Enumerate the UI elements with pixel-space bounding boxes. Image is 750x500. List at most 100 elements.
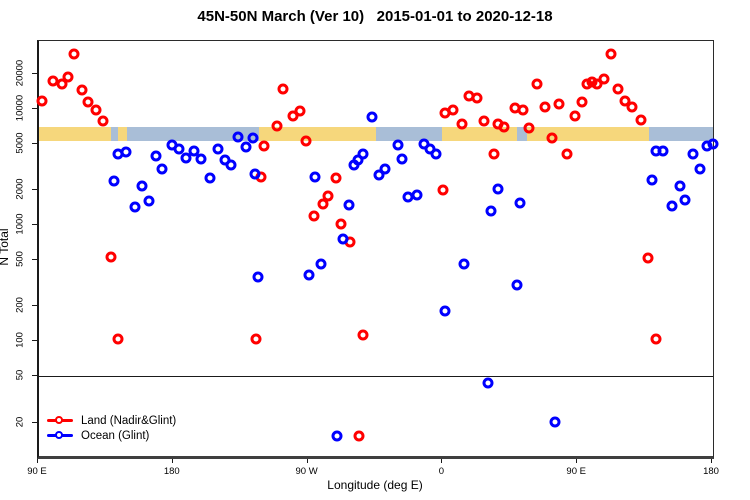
y-tick-label: 200 bbox=[14, 297, 26, 314]
land-data-point bbox=[642, 252, 654, 264]
ocean-data-point bbox=[694, 163, 706, 175]
land-data-point bbox=[605, 48, 617, 60]
land-data-point bbox=[612, 83, 624, 95]
y-tick-label: 1000 bbox=[14, 213, 26, 235]
ocean-data-point bbox=[430, 148, 442, 160]
ocean-data-point bbox=[511, 279, 523, 291]
land-data-point bbox=[357, 329, 369, 341]
y-tick-mark bbox=[32, 259, 37, 261]
y-tick-mark bbox=[32, 224, 37, 226]
y-tick-mark bbox=[32, 72, 37, 74]
land-data-point bbox=[97, 115, 109, 127]
land-data-point bbox=[294, 105, 306, 117]
y-tick-label: 20 bbox=[14, 416, 26, 428]
ocean-data-point bbox=[458, 258, 470, 270]
legend-circle-icon bbox=[55, 416, 63, 424]
legend-circle-icon bbox=[55, 431, 63, 439]
x-tick-label: 90 E bbox=[566, 466, 586, 477]
ocean-data-point bbox=[180, 152, 192, 164]
land-ocean-band-ocean bbox=[110, 126, 119, 141]
ocean-data-point bbox=[303, 269, 315, 281]
land-data-point bbox=[471, 92, 483, 104]
land-data-point bbox=[112, 333, 124, 345]
land-data-point bbox=[271, 120, 283, 132]
x-tick-label: 180 bbox=[163, 466, 180, 477]
ocean-data-point bbox=[439, 305, 451, 317]
land-data-point bbox=[277, 83, 289, 95]
land-data-point bbox=[36, 95, 48, 107]
ocean-data-point bbox=[249, 168, 261, 180]
ocean-data-point bbox=[646, 174, 658, 186]
y-tick-label: 2000 bbox=[14, 178, 26, 200]
land-data-point bbox=[82, 96, 94, 108]
ocean-data-point bbox=[129, 201, 141, 213]
land-marker-icon bbox=[47, 415, 73, 426]
y-tick-mark bbox=[32, 189, 37, 191]
land-data-point bbox=[576, 96, 588, 108]
ocean-data-point bbox=[366, 111, 378, 123]
legend-item-land: Land (Nadir&Glint) bbox=[47, 413, 176, 428]
ocean-data-point bbox=[136, 180, 148, 192]
ocean-data-point bbox=[252, 271, 264, 283]
ocean-data-point bbox=[514, 197, 526, 209]
land-data-point bbox=[447, 104, 459, 116]
ocean-data-point bbox=[120, 146, 132, 158]
ocean-data-point bbox=[482, 377, 494, 389]
ocean-data-point bbox=[232, 131, 244, 143]
ocean-data-point bbox=[392, 139, 404, 151]
land-data-point bbox=[478, 115, 490, 127]
ocean-data-point bbox=[173, 143, 185, 155]
y-tick-mark bbox=[32, 107, 37, 109]
y-tick-label: 500 bbox=[14, 251, 26, 268]
ocean-data-point bbox=[195, 153, 207, 165]
legend-label-land: Land (Nadir&Glint) bbox=[81, 414, 177, 427]
plot-area: Land (Nadir&Glint) Ocean (Glint) bbox=[36, 40, 719, 459]
land-data-point bbox=[553, 98, 565, 110]
x-tick-mark bbox=[37, 458, 38, 463]
x-tick-label: 0 bbox=[438, 466, 445, 477]
y-tick-label: 10000 bbox=[14, 94, 26, 122]
y-tick-label: 20000 bbox=[14, 59, 26, 87]
land-data-point bbox=[619, 95, 631, 107]
land-data-point bbox=[353, 430, 365, 442]
y-tick-mark bbox=[32, 305, 37, 307]
ocean-data-point bbox=[707, 138, 719, 150]
x-axis: 90 E 180 90 W 0 90 E 180 bbox=[27, 458, 719, 488]
ocean-data-point bbox=[156, 163, 168, 175]
x-tick-mark bbox=[171, 458, 173, 463]
x-tick-mark bbox=[306, 458, 308, 463]
land-data-point bbox=[76, 84, 88, 96]
ocean-data-point bbox=[150, 150, 162, 162]
ocean-data-point bbox=[143, 195, 155, 207]
ocean-data-point bbox=[485, 205, 497, 217]
land-data-point bbox=[300, 135, 312, 147]
land-ocean-band-ocean bbox=[648, 126, 713, 141]
land-data-point bbox=[546, 132, 558, 144]
y-tick-label: 5000 bbox=[14, 132, 26, 154]
land-data-point bbox=[626, 101, 638, 113]
land-ocean-band-ocean bbox=[376, 126, 442, 141]
land-data-point bbox=[456, 118, 468, 130]
land-data-point bbox=[308, 210, 320, 222]
ocean-data-point bbox=[240, 141, 252, 153]
y-axis-title: N Total bbox=[0, 228, 11, 265]
land-data-point bbox=[258, 140, 270, 152]
ocean-data-point bbox=[411, 189, 423, 201]
x-tick-label: 90 W bbox=[295, 466, 318, 477]
ocean-data-point bbox=[331, 430, 343, 442]
ocean-data-point bbox=[549, 416, 561, 428]
x-tick-label: 90 E bbox=[27, 466, 47, 477]
land-data-point bbox=[569, 110, 581, 122]
ocean-data-point bbox=[188, 145, 200, 157]
land-ocean-band-land bbox=[39, 126, 111, 141]
land-data-point bbox=[437, 184, 449, 196]
x-tick-mark bbox=[441, 458, 443, 463]
reference-line-50 bbox=[39, 376, 713, 378]
land-ocean-band-ocean bbox=[127, 126, 260, 141]
ocean-data-point bbox=[247, 132, 259, 144]
ocean-data-point bbox=[687, 148, 699, 160]
ocean-data-point bbox=[315, 258, 327, 270]
x-tick-label: 180 bbox=[703, 466, 719, 477]
land-data-point bbox=[250, 333, 262, 345]
